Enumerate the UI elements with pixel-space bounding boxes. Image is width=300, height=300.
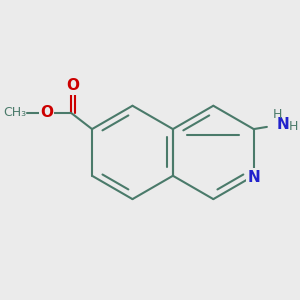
- Text: O: O: [66, 78, 79, 93]
- Text: N: N: [277, 117, 289, 132]
- Text: CH₃: CH₃: [3, 106, 26, 119]
- Text: O: O: [40, 105, 53, 120]
- Text: H: H: [273, 109, 282, 122]
- Text: H: H: [289, 120, 298, 133]
- Text: N: N: [248, 170, 260, 185]
